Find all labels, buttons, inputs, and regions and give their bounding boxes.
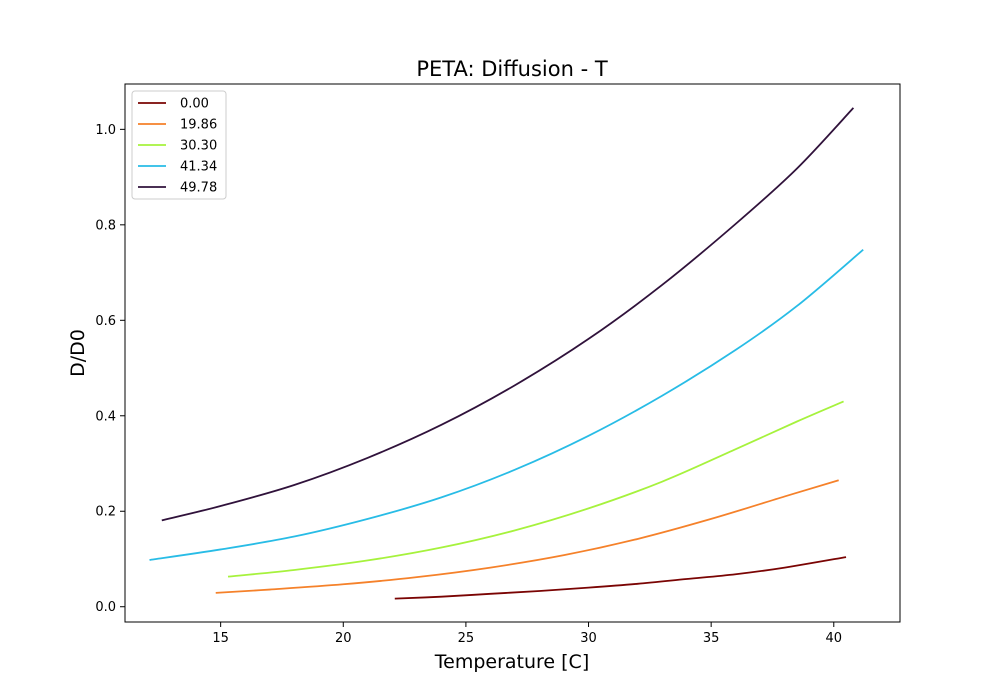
x-tick-label: 15 xyxy=(212,631,229,646)
y-axis-title: D/D0 xyxy=(67,329,89,377)
plot-frame xyxy=(124,83,901,623)
series-line-4 xyxy=(161,107,855,522)
y-axis: 0.0 0.2 0.4 0.6 0.8 1.0 xyxy=(95,123,125,615)
series-line-0 xyxy=(394,556,847,600)
y-tick-label: 0.8 xyxy=(95,218,116,233)
legend-label: 0.00 xyxy=(180,97,209,112)
x-axis-title: Temperature [C] xyxy=(434,651,590,673)
y-tick-label: 0.0 xyxy=(95,600,116,615)
x-tick-label: 40 xyxy=(826,631,843,646)
chart-title: PETA: Diffusion - T xyxy=(416,57,608,81)
legend-label: 49.78 xyxy=(180,181,217,196)
series-line-2 xyxy=(227,400,844,578)
legend: 0.00 19.86 30.30 41.34 49.78 xyxy=(131,90,227,200)
x-tick-label: 30 xyxy=(580,631,597,646)
series-line-3 xyxy=(149,248,864,561)
y-tick-label: 0.4 xyxy=(95,409,116,424)
series-line-1 xyxy=(215,479,839,594)
legend-box xyxy=(131,90,227,200)
series-group xyxy=(149,107,864,600)
legend-label: 30.30 xyxy=(180,139,217,154)
legend-label: 41.34 xyxy=(180,160,217,175)
x-tick-label: 35 xyxy=(703,631,720,646)
x-axis: 15 20 25 30 35 40 xyxy=(212,622,842,646)
y-tick-label: 1.0 xyxy=(95,123,116,138)
y-tick-label: 0.6 xyxy=(95,314,116,329)
plot-area xyxy=(124,83,901,623)
x-tick-label: 25 xyxy=(458,631,475,646)
legend-label: 19.86 xyxy=(180,118,217,133)
x-tick-label: 20 xyxy=(335,631,352,646)
y-tick-label: 0.2 xyxy=(95,505,116,520)
legend-items: 0.00 19.86 30.30 41.34 49.78 xyxy=(138,97,217,196)
